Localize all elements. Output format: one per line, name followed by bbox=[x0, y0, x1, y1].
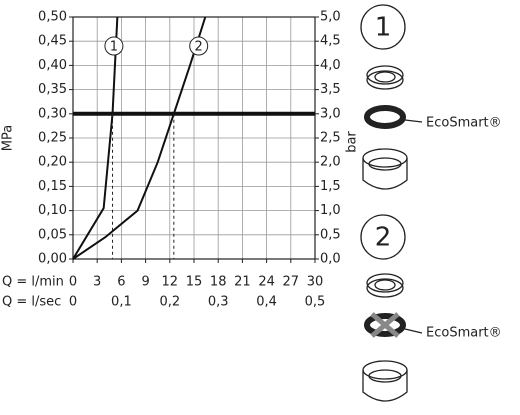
y2-tick-label: 1,0 bbox=[320, 203, 341, 218]
y2-axis-label: bar bbox=[345, 131, 360, 153]
x2-axis-label: Q = l/sec bbox=[2, 295, 61, 310]
curve-label-circle bbox=[104, 36, 124, 56]
x-tick-label: 15 bbox=[186, 275, 203, 290]
eco-label: EcoSmart® bbox=[426, 326, 502, 341]
x-tick-label: 21 bbox=[234, 275, 251, 290]
y2-tick-label: 0,0 bbox=[320, 252, 341, 267]
x2-tick-label: 0,1 bbox=[111, 295, 132, 310]
panel-number: 2 bbox=[375, 223, 392, 253]
y2-tick-label: 2,0 bbox=[320, 155, 341, 170]
y-tick-label: 0,20 bbox=[38, 155, 67, 170]
y-tick-label: 0,00 bbox=[38, 252, 67, 267]
product-panel bbox=[360, 4, 423, 402]
x2-tick-label: 0 bbox=[69, 295, 77, 310]
eco-label: EcoSmart® bbox=[426, 116, 502, 131]
x2-tick-label: 0,4 bbox=[256, 295, 277, 310]
x-tick-label: 12 bbox=[162, 275, 179, 290]
y2-tick-label: 0,5 bbox=[320, 227, 341, 242]
y-axis-label: MPa bbox=[1, 125, 16, 151]
x-tick-label: 6 bbox=[117, 275, 125, 290]
y-tick-label: 0,30 bbox=[38, 106, 67, 121]
x-tick-label: 18 bbox=[210, 275, 227, 290]
y2-tick-label: 2,5 bbox=[320, 131, 341, 146]
y-tick-label: 0,50 bbox=[38, 10, 67, 25]
y2-tick-label: 3,5 bbox=[320, 82, 341, 97]
y-tick-label: 0,45 bbox=[38, 34, 67, 49]
curve-label: 2 bbox=[195, 40, 203, 55]
x-axis-label: Q = l/min bbox=[2, 275, 64, 290]
y-tick-label: 0,15 bbox=[38, 179, 67, 194]
panel-number: 1 bbox=[375, 13, 392, 43]
y-tick-label: 0,05 bbox=[38, 227, 67, 242]
x-tick-label: 27 bbox=[283, 275, 300, 290]
curve-label: 1 bbox=[110, 40, 118, 55]
x-tick-label: 0 bbox=[69, 275, 77, 290]
x-tick-label: 3 bbox=[93, 275, 101, 290]
curve-label-circle bbox=[189, 36, 209, 56]
x2-tick-label: 0,5 bbox=[305, 295, 326, 310]
y-tick-label: 0,10 bbox=[38, 203, 67, 218]
y2-tick-label: 4,0 bbox=[320, 58, 341, 73]
x-tick-label: 24 bbox=[258, 275, 275, 290]
flow-curve bbox=[72, 16, 119, 260]
x2-tick-label: 0,2 bbox=[159, 295, 180, 310]
y-tick-label: 0,35 bbox=[38, 82, 67, 97]
y2-tick-label: 1,5 bbox=[320, 179, 341, 194]
y2-tick-label: 5,0 bbox=[320, 10, 341, 25]
x2-tick-label: 0,3 bbox=[208, 295, 229, 310]
flow-curve bbox=[72, 16, 207, 260]
x-tick-label: 30 bbox=[307, 275, 324, 290]
x-tick-label: 9 bbox=[141, 275, 149, 290]
y2-tick-label: 3,0 bbox=[320, 106, 341, 121]
y2-tick-label: 4,5 bbox=[320, 34, 341, 49]
plot-frame bbox=[72, 16, 316, 260]
y-tick-label: 0,25 bbox=[38, 131, 67, 146]
y-tick-label: 0,40 bbox=[38, 58, 67, 73]
